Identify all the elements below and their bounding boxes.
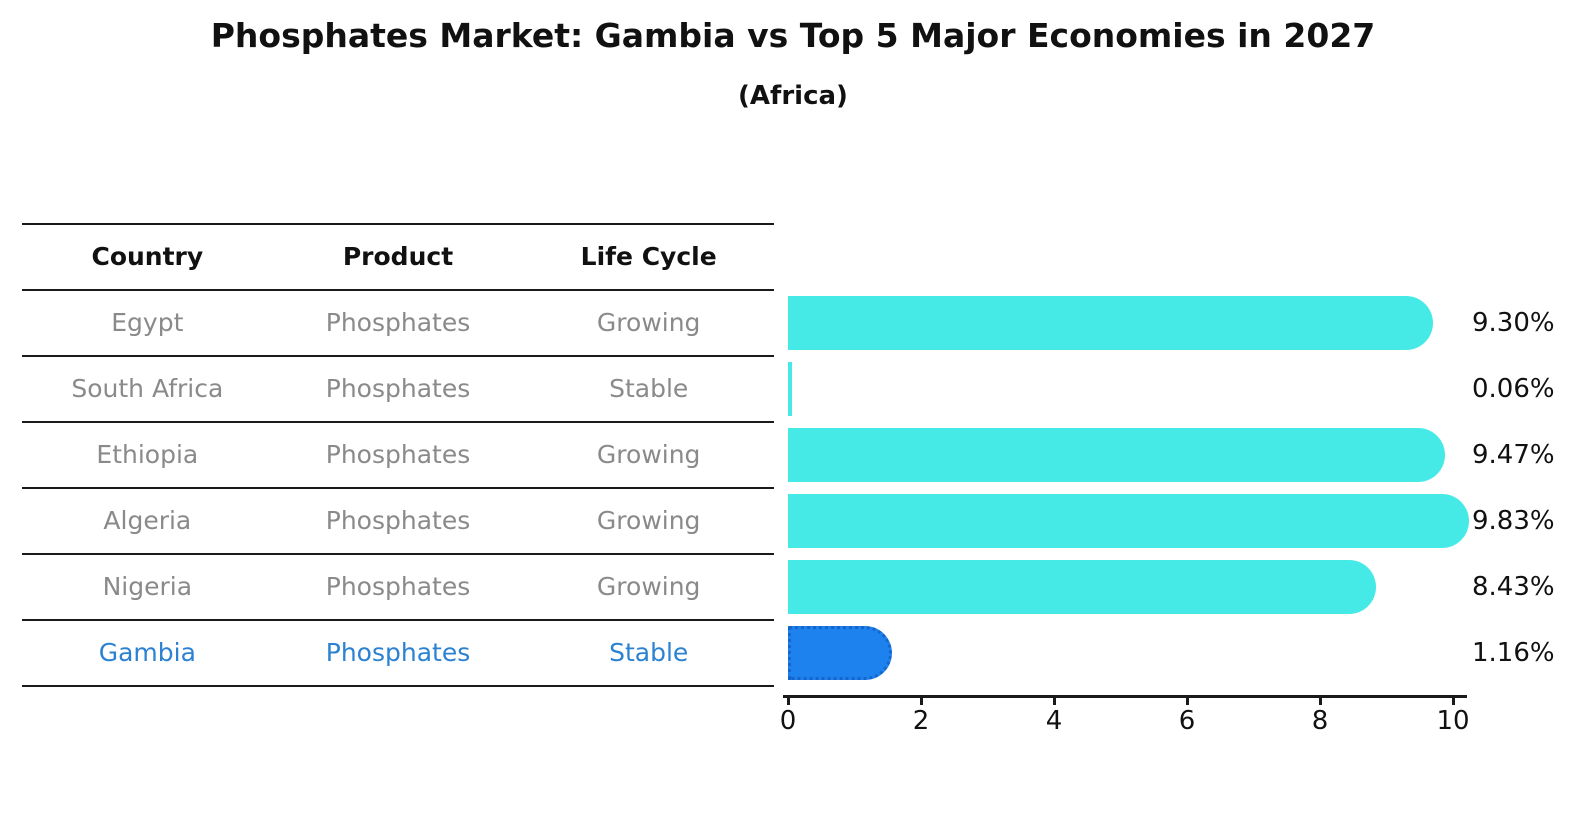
x-axis-line	[783, 695, 1467, 698]
header-life-cycle: Life Cycle	[580, 242, 717, 271]
cell-country: Egypt	[111, 308, 184, 337]
cell-country: Ethiopia	[96, 440, 199, 469]
bar-value-label-ethiopia: 9.47%	[1472, 440, 1555, 470]
bar-gambia	[788, 626, 893, 680]
country-table: Country Product Life Cycle Egypt Phosphat…	[22, 223, 774, 687]
bar-ethiopia	[788, 428, 1445, 482]
table-row-algeria: Algeria Phosphates Growing	[22, 489, 774, 555]
x-tick	[919, 696, 923, 705]
bar-nigeria	[788, 560, 1376, 614]
cell-life-cycle: Stable	[609, 374, 689, 403]
header-product: Product	[342, 242, 454, 271]
bar-south-africa	[788, 362, 792, 416]
cell-country: Algeria	[103, 506, 192, 535]
table-row-nigeria: Nigeria Phosphates Growing	[22, 555, 774, 621]
cell-product: Phosphates	[325, 638, 471, 667]
bar-value-label-algeria: 9.83%	[1472, 506, 1555, 536]
bar-egypt	[788, 296, 1434, 350]
cell-product: Phosphates	[325, 374, 471, 403]
x-tick-label: 0	[779, 706, 797, 736]
header-country: Country	[91, 242, 204, 271]
x-tick-label: 10	[1436, 706, 1470, 736]
cell-country: Nigeria	[102, 572, 193, 601]
x-tick	[1451, 696, 1455, 705]
x-tick-label: 6	[1178, 706, 1196, 736]
table-row-gambia: Gambia Phosphates Stable	[22, 621, 774, 687]
cell-life-cycle: Growing	[596, 506, 701, 535]
x-tick	[786, 696, 790, 705]
x-tick-label: 8	[1311, 706, 1329, 736]
x-tick	[1318, 696, 1322, 705]
x-tick	[1185, 696, 1189, 705]
bar-value-label-nigeria: 8.43%	[1472, 572, 1555, 602]
table-header-row: Country Product Life Cycle	[22, 225, 774, 291]
x-tick-label: 4	[1045, 706, 1063, 736]
cell-life-cycle: Growing	[596, 308, 701, 337]
bar-algeria	[788, 494, 1469, 548]
x-tick-label: 2	[912, 706, 930, 736]
cell-product: Phosphates	[325, 506, 471, 535]
cell-product: Phosphates	[325, 308, 471, 337]
bar-value-label-south-africa: 0.06%	[1472, 374, 1555, 404]
bar-value-label-egypt: 9.30%	[1472, 308, 1555, 338]
chart-title: Phosphates Market: Gambia vs Top 5 Major…	[210, 16, 1376, 55]
cell-life-cycle: Growing	[596, 572, 701, 601]
bar-value-label-gambia: 1.16%	[1472, 638, 1555, 668]
chart-subtitle: (Africa)	[738, 81, 848, 111]
cell-country: Gambia	[98, 638, 196, 667]
table-row-south-africa: South Africa Phosphates Stable	[22, 357, 774, 423]
cell-product: Phosphates	[325, 572, 471, 601]
cell-product: Phosphates	[325, 440, 471, 469]
cell-life-cycle: Growing	[596, 440, 701, 469]
x-tick	[1052, 696, 1056, 705]
table-row-egypt: Egypt Phosphates Growing	[22, 291, 774, 357]
cell-country: South Africa	[71, 374, 224, 403]
cell-life-cycle: Stable	[609, 638, 689, 667]
table-rows: Egypt Phosphates Growing South Africa Phosph…	[22, 291, 774, 687]
table-row-ethiopia: Ethiopia Phosphates Growing	[22, 423, 774, 489]
